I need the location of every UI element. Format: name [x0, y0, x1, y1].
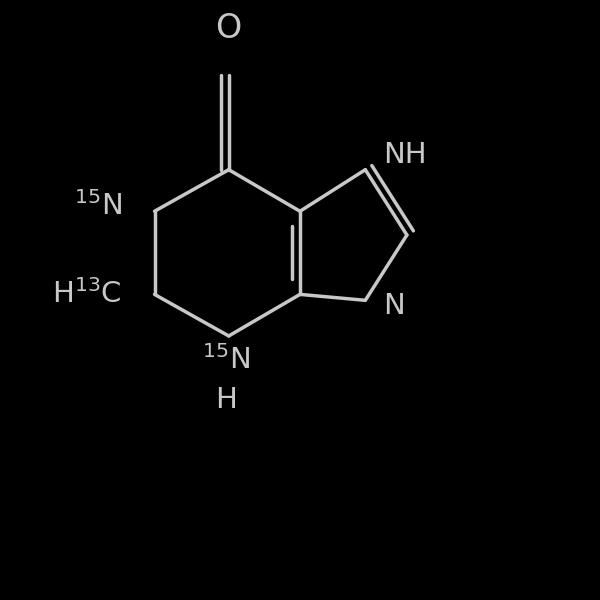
Text: O: O — [215, 12, 242, 45]
Text: H$^{13}$C: H$^{13}$C — [52, 280, 122, 310]
Text: $^{15}$N: $^{15}$N — [74, 191, 122, 221]
Text: $^{15}$N: $^{15}$N — [202, 345, 250, 375]
Text: NH: NH — [383, 141, 427, 169]
Text: H: H — [215, 386, 237, 415]
Text: N: N — [383, 292, 405, 320]
